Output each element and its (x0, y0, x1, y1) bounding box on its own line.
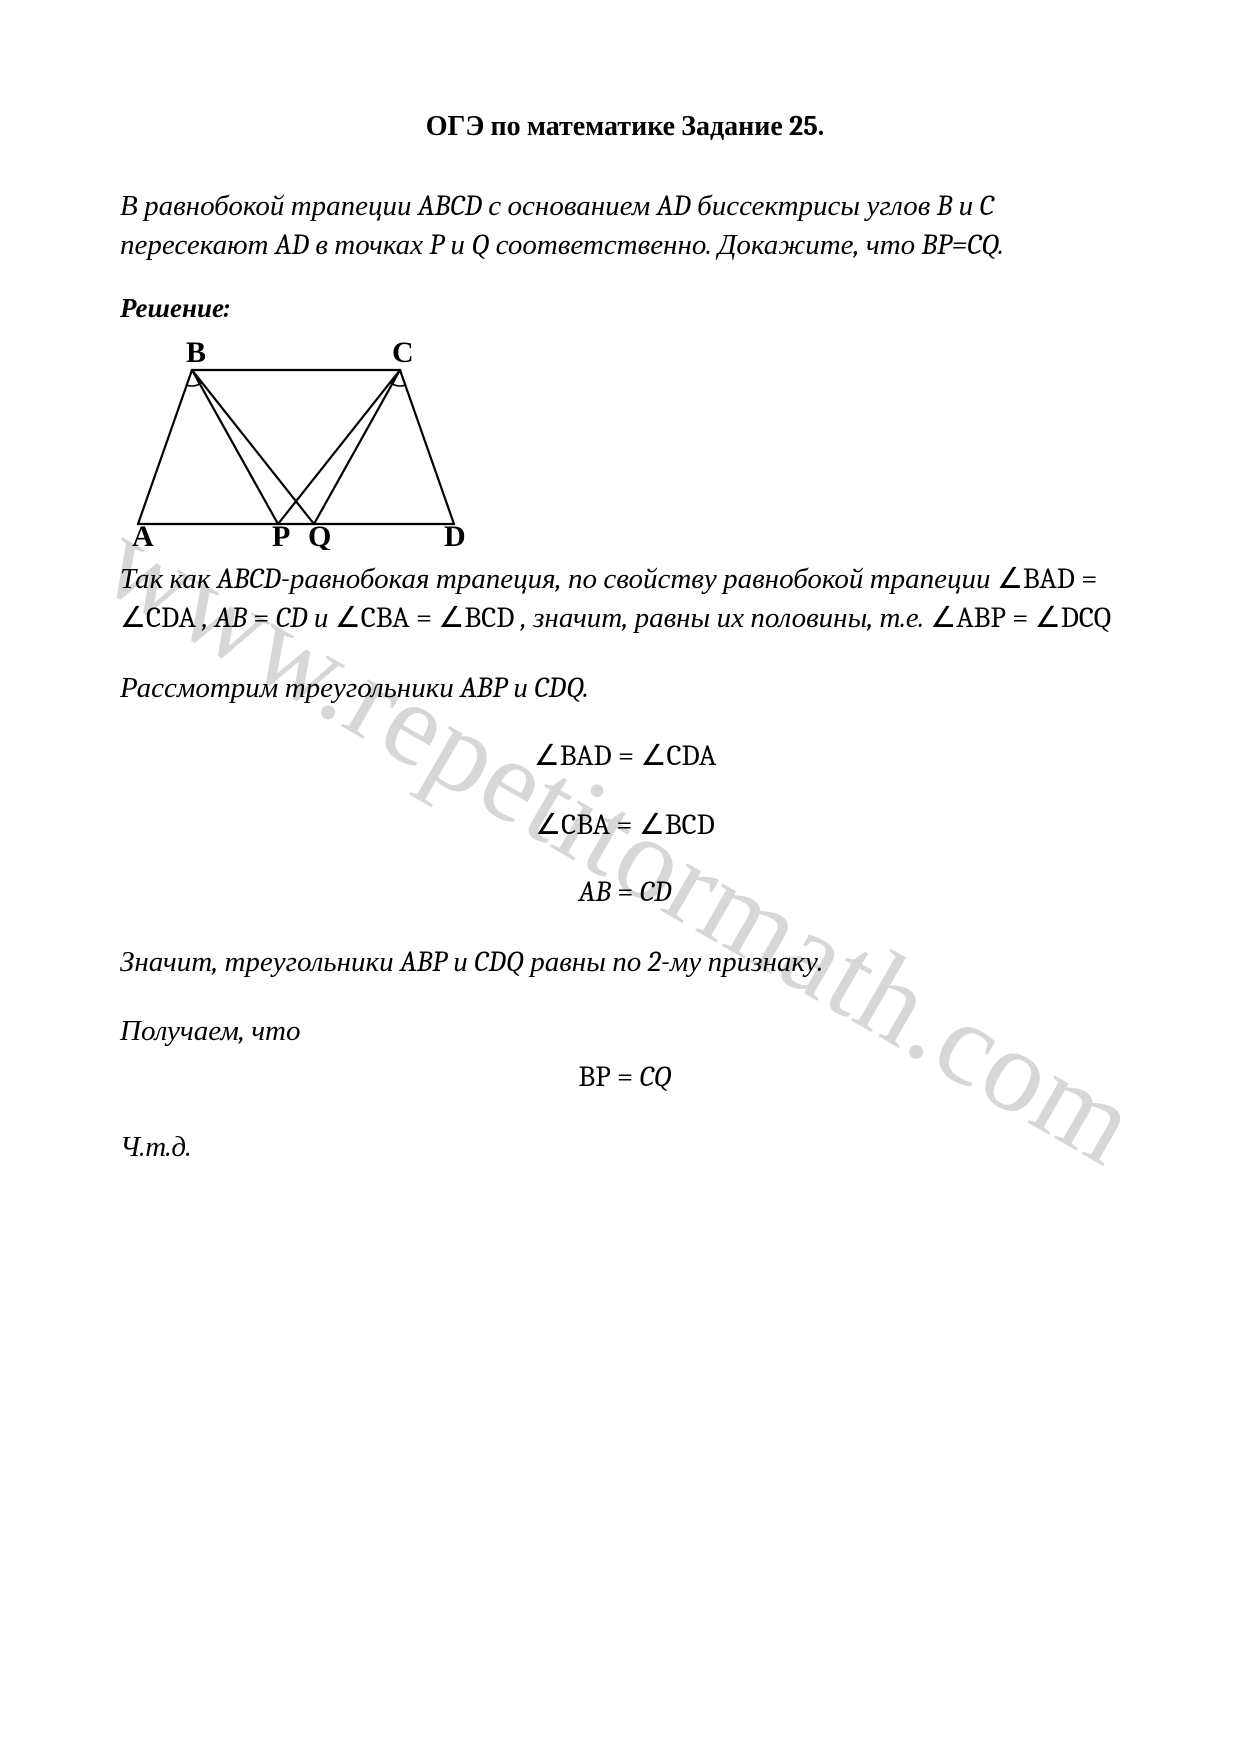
final-equation: BP = CQ (120, 1061, 1130, 1094)
solution-para-3: Значит, треугольники ABP и CDQ равны по … (120, 943, 1130, 982)
figure-svg: A D B C PQ (118, 340, 478, 550)
equation-block: ∠BAD = ∠CDA ∠CBA = ∠BCD AB = CD (120, 738, 1130, 909)
svg-text:A: A (132, 520, 154, 550)
svg-text:B: B (186, 340, 206, 369)
page: www.repetitormath.com ОГЭ по математике … (0, 0, 1240, 1755)
trapezoid-figure: A D B C PQ (118, 340, 1130, 554)
equation: ∠CBA = ∠BCD (120, 807, 1130, 842)
svg-text:D: D (444, 520, 466, 550)
page-title: ОГЭ по математике Задание 25. (120, 110, 1130, 143)
content: ОГЭ по математике Задание 25. В равнобок… (120, 110, 1130, 1167)
eq-cba: ∠CBA = ∠BCD (335, 602, 521, 635)
equation: ∠BAD = ∠CDA (120, 738, 1130, 773)
svg-text:Q: Q (308, 520, 331, 550)
eq-bp-cq: BP = CQ (120, 1061, 1130, 1094)
eq-abcd: AB = CD (215, 602, 314, 635)
equation: AB = CD (120, 876, 1130, 909)
solution-para-1: Так как ABCD-равнобокая трапеция, по сво… (120, 560, 1130, 638)
eq-abp: ∠ABP = ∠DCQ (930, 602, 1111, 635)
text: Так как ABCD-равнобокая трапеция, по сво… (120, 563, 997, 596)
svg-text:P: P (272, 520, 290, 550)
solution-para-2: Рассмотрим треугольники ABP и CDQ. (120, 669, 1130, 708)
qed: Ч.т.д. (120, 1128, 1130, 1167)
solution-para-4: Получаем, что (120, 1012, 1130, 1051)
solution-label: Решение: (120, 293, 1130, 324)
problem-statement: В равнобокой трапеции ABCD с основанием … (120, 187, 1130, 265)
svg-text:C: C (392, 340, 414, 369)
